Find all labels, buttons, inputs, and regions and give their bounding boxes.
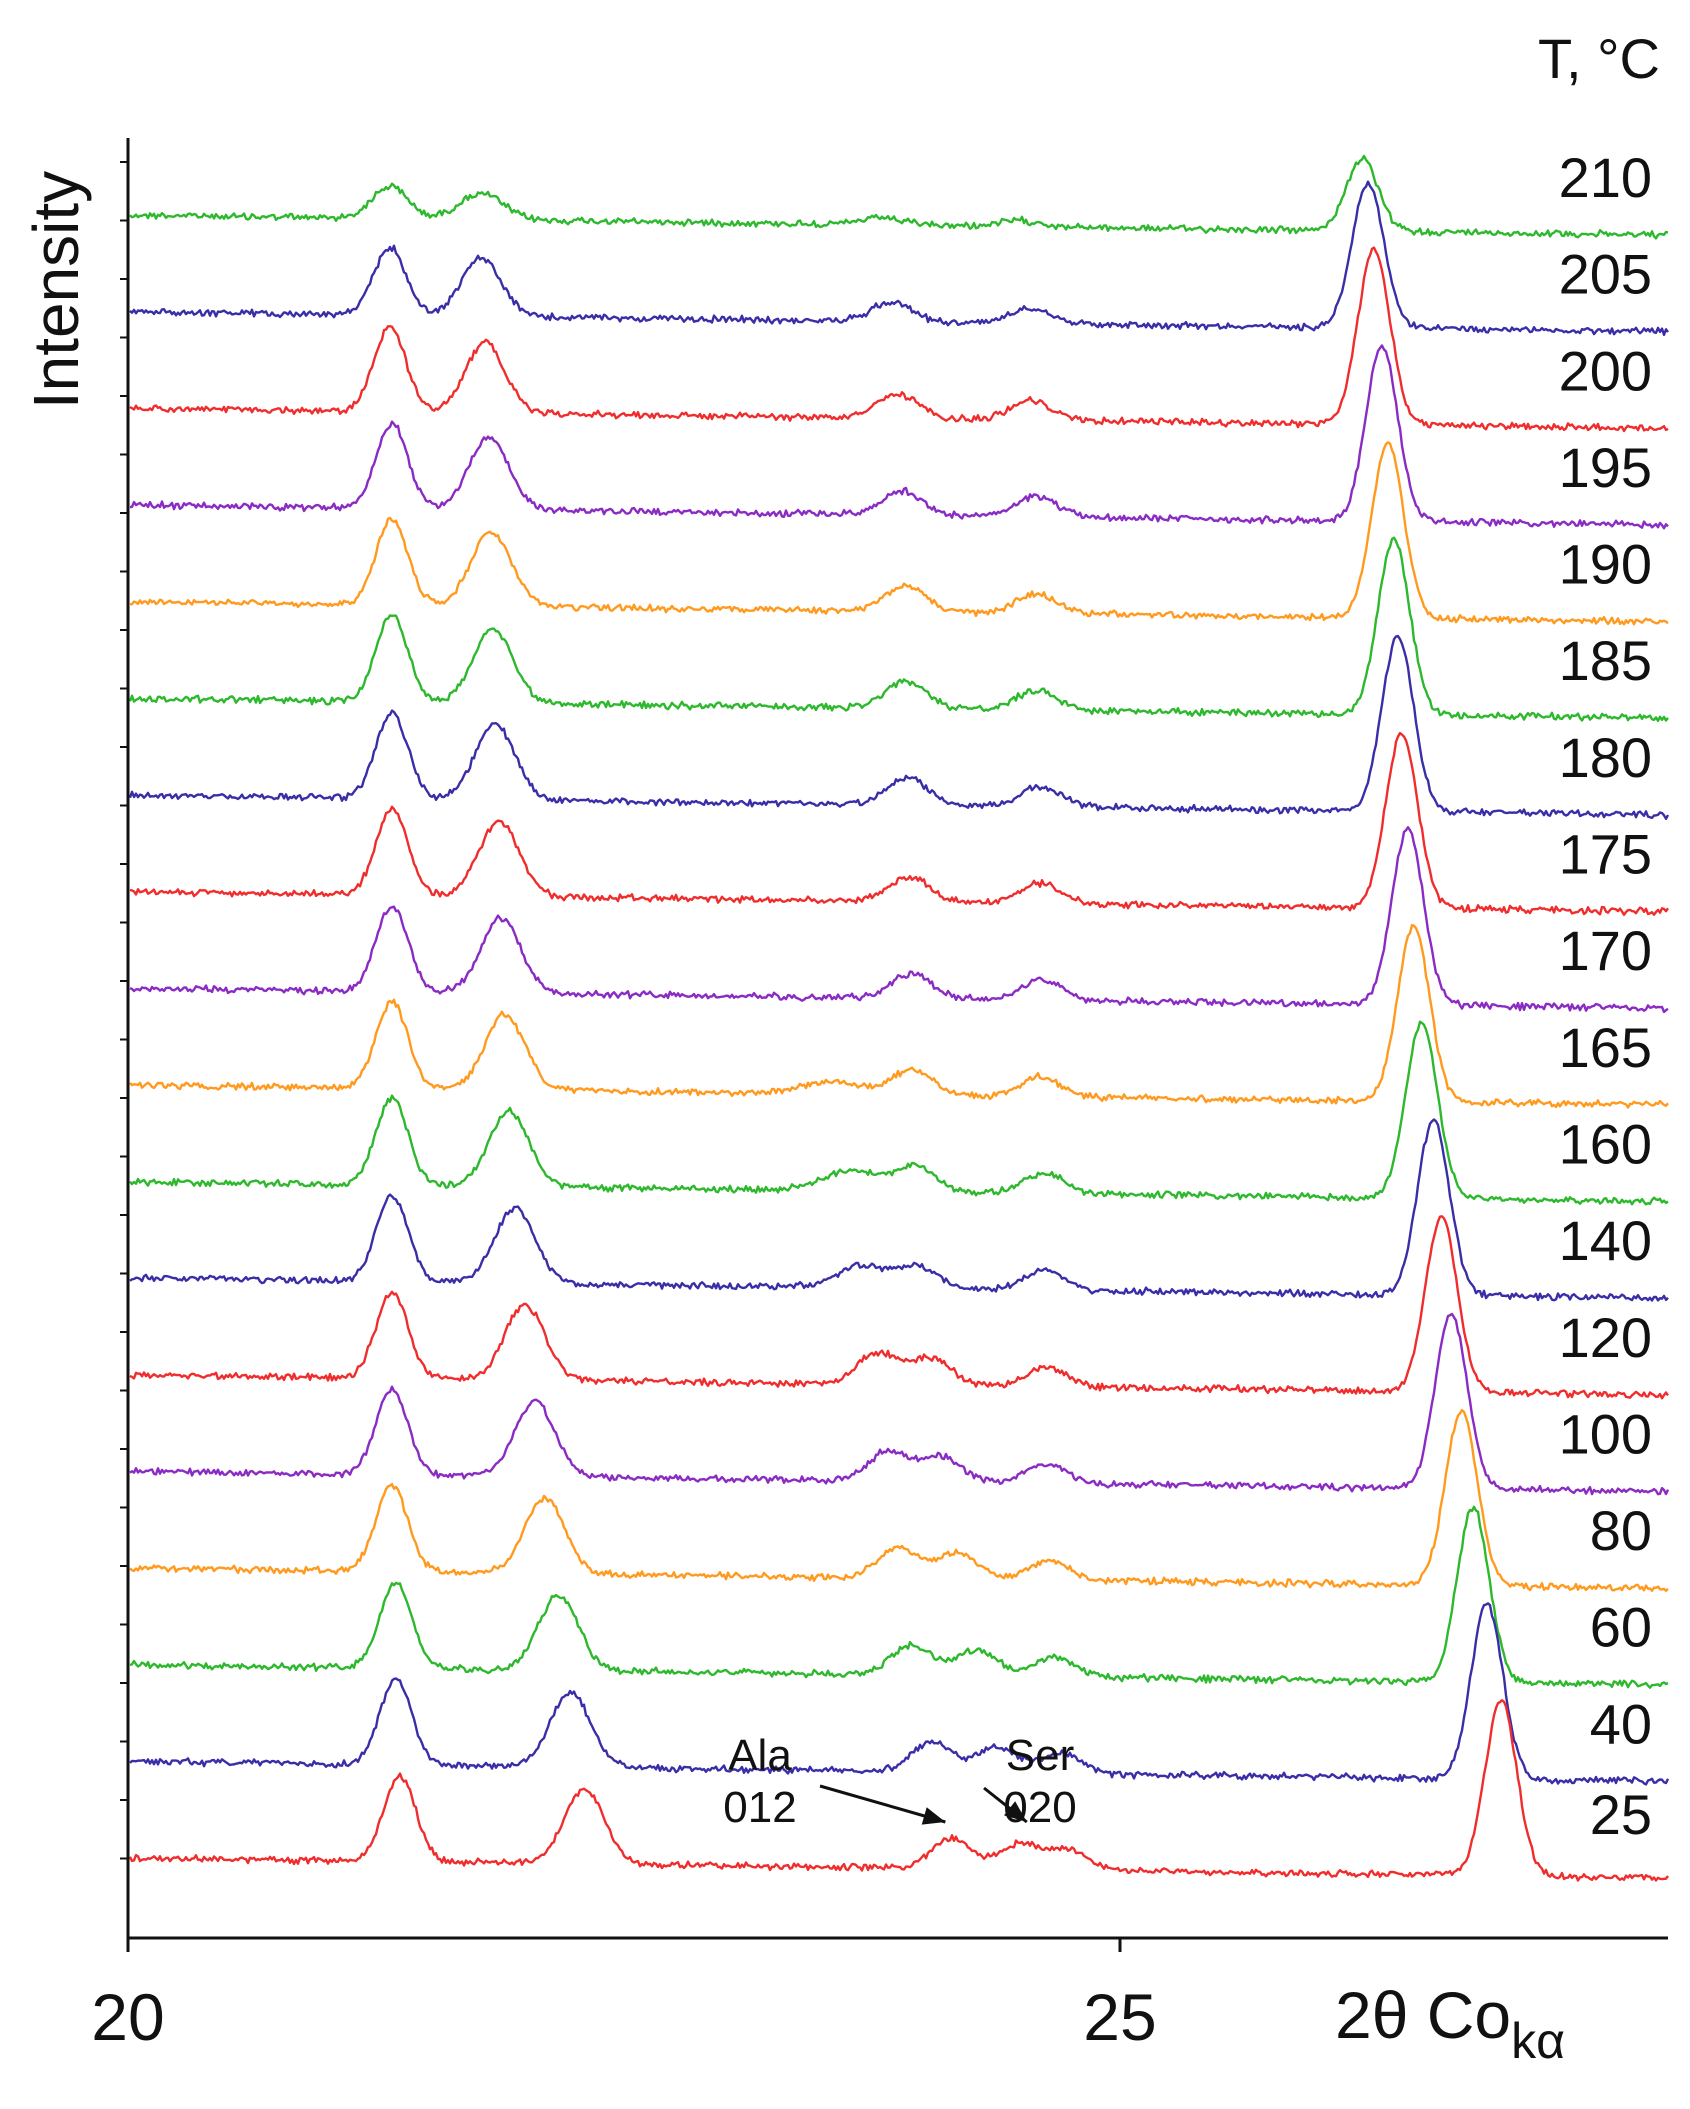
traces-group bbox=[128, 154, 1670, 1882]
series-label-160: 160 bbox=[1559, 1113, 1652, 1176]
series-label-185: 185 bbox=[1559, 629, 1652, 692]
y-ticks-group bbox=[120, 161, 128, 1860]
x-axis-label-main: 2θ Co bbox=[1335, 1978, 1511, 2052]
x-tick-label-20: 20 bbox=[91, 1980, 164, 2054]
series-label-120: 120 bbox=[1559, 1306, 1652, 1369]
axes-group: 20 25 bbox=[91, 138, 1668, 2054]
annotation-ser-line-0: Ser bbox=[1006, 1731, 1074, 1780]
series-label-80: 80 bbox=[1590, 1499, 1652, 1562]
series-label-60: 60 bbox=[1590, 1596, 1652, 1659]
annotation-ala-line-1: 012 bbox=[723, 1783, 796, 1832]
series-label-165: 165 bbox=[1559, 1016, 1652, 1079]
series-trace-190 bbox=[129, 441, 1669, 626]
series-label-40: 40 bbox=[1590, 1692, 1652, 1755]
x-axis-label: 2θ Cokα bbox=[1335, 1978, 1565, 2069]
series-label-210: 210 bbox=[1559, 146, 1652, 209]
series-trace-160 bbox=[129, 1020, 1669, 1206]
y-axis-label: Intensity bbox=[20, 171, 92, 409]
series-label-25: 25 bbox=[1590, 1783, 1652, 1846]
series-label-175: 175 bbox=[1559, 823, 1652, 886]
series-label-170: 170 bbox=[1559, 919, 1652, 982]
annotation-ala-arrowhead bbox=[921, 1807, 946, 1825]
series-trace-200 bbox=[129, 246, 1669, 433]
series-label-200: 200 bbox=[1559, 339, 1652, 402]
series-trace-60 bbox=[129, 1505, 1669, 1689]
series-trace-175 bbox=[129, 731, 1669, 916]
x-tick-label-25: 25 bbox=[1083, 1980, 1156, 2054]
series-label-195: 195 bbox=[1559, 436, 1652, 499]
series-trace-165 bbox=[129, 923, 1669, 1109]
series-trace-205 bbox=[129, 180, 1669, 337]
series-trace-170 bbox=[129, 826, 1669, 1014]
series-trace-140 bbox=[129, 1118, 1669, 1302]
series-labels-group: 210 205 200 195 190 185 180 175 170 165 160 140 120 1… bbox=[1559, 146, 1652, 1846]
series-trace-80 bbox=[129, 1409, 1669, 1592]
series-trace-195 bbox=[129, 344, 1669, 530]
series-trace-210 bbox=[129, 154, 1669, 240]
series-label-100: 100 bbox=[1559, 1402, 1652, 1465]
series-label-190: 190 bbox=[1559, 533, 1652, 596]
annotation-ala-line-0: Ala bbox=[728, 1731, 792, 1780]
x-ticks-group: 20 25 bbox=[91, 1938, 1157, 2054]
legend-title: T, °C bbox=[1538, 27, 1660, 90]
series-label-180: 180 bbox=[1559, 726, 1652, 789]
series-trace-25 bbox=[128, 1699, 1669, 1882]
x-axis-label-subscript: kα bbox=[1511, 2013, 1565, 2069]
series-trace-40 bbox=[129, 1602, 1670, 1786]
annotation-ser-arrowhead bbox=[1003, 1801, 1027, 1822]
series-label-140: 140 bbox=[1559, 1209, 1652, 1272]
series-trace-180 bbox=[128, 634, 1670, 820]
series-trace-100 bbox=[129, 1312, 1670, 1496]
series-trace-120 bbox=[129, 1215, 1669, 1400]
series-label-205: 205 bbox=[1559, 243, 1652, 306]
series-trace-185 bbox=[128, 536, 1669, 723]
